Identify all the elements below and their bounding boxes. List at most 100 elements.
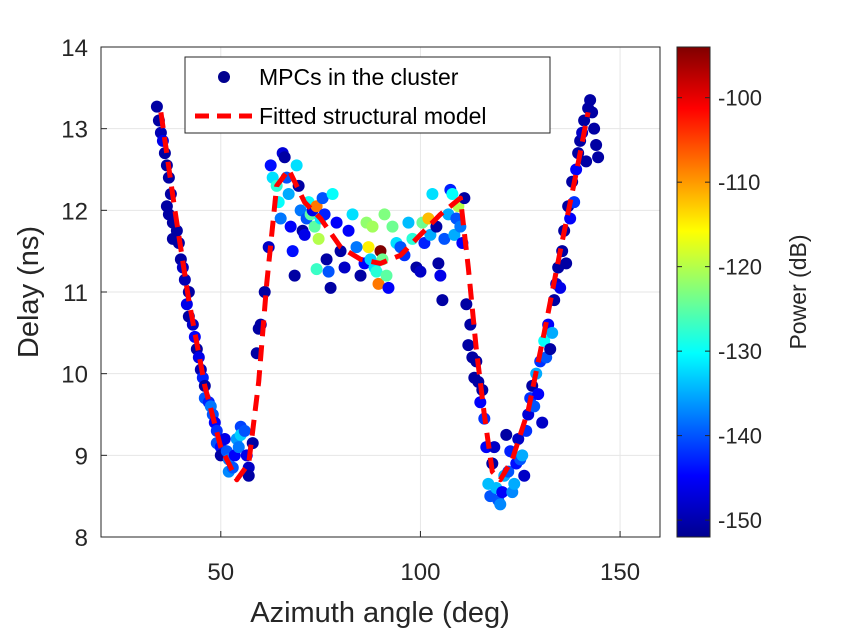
mpc-point bbox=[310, 263, 323, 276]
mpc-point bbox=[238, 424, 251, 437]
mpc-point bbox=[324, 281, 337, 294]
mpc-point bbox=[580, 155, 593, 168]
mpc-point bbox=[326, 188, 339, 200]
legend-entry-mpc: MPCs in the cluster bbox=[259, 64, 459, 90]
mpc-point bbox=[170, 224, 183, 237]
mpc-point bbox=[320, 253, 333, 266]
x-axis-label: Azimuth angle (deg) bbox=[250, 597, 510, 629]
mpc-point bbox=[570, 163, 583, 176]
y-tick-label: 8 bbox=[75, 525, 88, 552]
mpc-point bbox=[278, 151, 291, 164]
mpc-point bbox=[290, 159, 303, 172]
y-tick-label: 11 bbox=[63, 280, 88, 307]
y-axis-label: Delay (ns) bbox=[13, 226, 45, 358]
mpc-point bbox=[546, 326, 559, 339]
x-tick-label: 50 bbox=[207, 559, 234, 586]
mpc-point bbox=[264, 159, 277, 172]
fitted-model-path bbox=[158, 111, 591, 483]
x-axis-ticks: 50 100 150 bbox=[207, 531, 640, 586]
mpc-point bbox=[532, 388, 545, 401]
mpc-point bbox=[584, 94, 597, 107]
mpc-point bbox=[354, 269, 367, 282]
mpc-point bbox=[378, 208, 391, 221]
mpc-point bbox=[554, 281, 567, 294]
mpc-point bbox=[342, 224, 355, 237]
mpc-point bbox=[366, 220, 379, 233]
y-tick-label: 13 bbox=[61, 117, 88, 144]
mpc-point bbox=[274, 212, 287, 225]
mpc-point bbox=[512, 433, 525, 445]
mpc-point bbox=[282, 188, 295, 200]
plot-area bbox=[150, 94, 605, 511]
y-tick-label: 9 bbox=[75, 443, 88, 470]
mpc-point bbox=[330, 216, 343, 229]
mpc-point bbox=[560, 257, 573, 270]
legend: MPCs in the cluster Fitted structural mo… bbox=[184, 56, 551, 134]
mpc-point bbox=[232, 441, 245, 454]
mpc-point bbox=[382, 281, 395, 294]
mpc-point bbox=[578, 114, 591, 127]
mpc-point bbox=[438, 232, 451, 245]
mpc-point bbox=[242, 469, 255, 482]
mpc-point bbox=[284, 220, 297, 233]
mpc-point bbox=[402, 216, 415, 229]
mpc-point bbox=[488, 441, 501, 454]
mpc-point bbox=[588, 122, 601, 135]
mpc-point bbox=[446, 188, 459, 200]
mpc-point bbox=[462, 339, 475, 352]
mpc-point bbox=[338, 261, 351, 274]
mpc-point bbox=[312, 232, 325, 245]
colorbar-ticks: -100 -110 -120 -130 -140 -150 bbox=[677, 86, 762, 533]
colorbar-label: Power (dB) bbox=[785, 234, 811, 349]
mpc-point bbox=[180, 298, 193, 311]
y-tick-label: 14 bbox=[61, 35, 88, 62]
mpc-point bbox=[564, 212, 577, 225]
mpc-point bbox=[460, 298, 473, 311]
colorbar-tick-label: -130 bbox=[718, 339, 762, 364]
mpc-point bbox=[316, 192, 329, 205]
mpc-point bbox=[536, 416, 549, 429]
colorbar-tick-label: -110 bbox=[718, 170, 760, 195]
x-tick-label: 100 bbox=[400, 559, 440, 586]
mpc-point bbox=[286, 245, 299, 258]
legend-entry-fit: Fitted structural model bbox=[259, 103, 487, 129]
colorbar-gradient bbox=[676, 46, 711, 538]
fitted-model-line bbox=[158, 111, 591, 483]
mpc-point bbox=[592, 151, 605, 164]
mpc-point bbox=[288, 269, 301, 282]
mpc-point bbox=[298, 228, 311, 241]
mpc-point bbox=[372, 277, 385, 290]
colorbar-tick-label: -150 bbox=[718, 508, 762, 533]
mpc-point bbox=[380, 269, 393, 282]
mpc-point bbox=[370, 265, 383, 278]
y-tick-label: 12 bbox=[61, 198, 88, 225]
colorbar: -100 -110 -120 -130 -140 -150 Power (dB) bbox=[676, 46, 811, 538]
mpc-point bbox=[494, 498, 507, 511]
legend-marker-mpc bbox=[218, 71, 230, 83]
mpc-point bbox=[362, 241, 375, 254]
mpc-point bbox=[346, 208, 359, 221]
mpc-point bbox=[590, 139, 603, 151]
mpc-point bbox=[414, 265, 427, 278]
y-axis-ticks: 8 9 10 11 12 13 14 bbox=[61, 35, 107, 552]
legend-box bbox=[184, 56, 551, 134]
mpc-point bbox=[432, 257, 445, 270]
mpc-point bbox=[500, 428, 513, 441]
mpc-point bbox=[458, 192, 471, 205]
mpc-point bbox=[322, 265, 335, 278]
mpc-point bbox=[436, 294, 449, 307]
mpc-point bbox=[474, 396, 487, 409]
mpc-point bbox=[518, 469, 531, 482]
colorbar-tick-label: -140 bbox=[718, 424, 762, 449]
colorbar-tick-label: -100 bbox=[718, 86, 762, 111]
mpc-point bbox=[434, 269, 447, 282]
mpc-point bbox=[516, 449, 529, 462]
mpc-point bbox=[426, 188, 439, 200]
mpc-point bbox=[496, 486, 509, 499]
mpc-point bbox=[350, 241, 363, 254]
mpc-point bbox=[334, 245, 347, 258]
mpc-point bbox=[258, 286, 271, 298]
mpc-point bbox=[386, 220, 399, 233]
y-tick-label: 10 bbox=[61, 362, 88, 389]
mpc-point bbox=[544, 343, 557, 356]
